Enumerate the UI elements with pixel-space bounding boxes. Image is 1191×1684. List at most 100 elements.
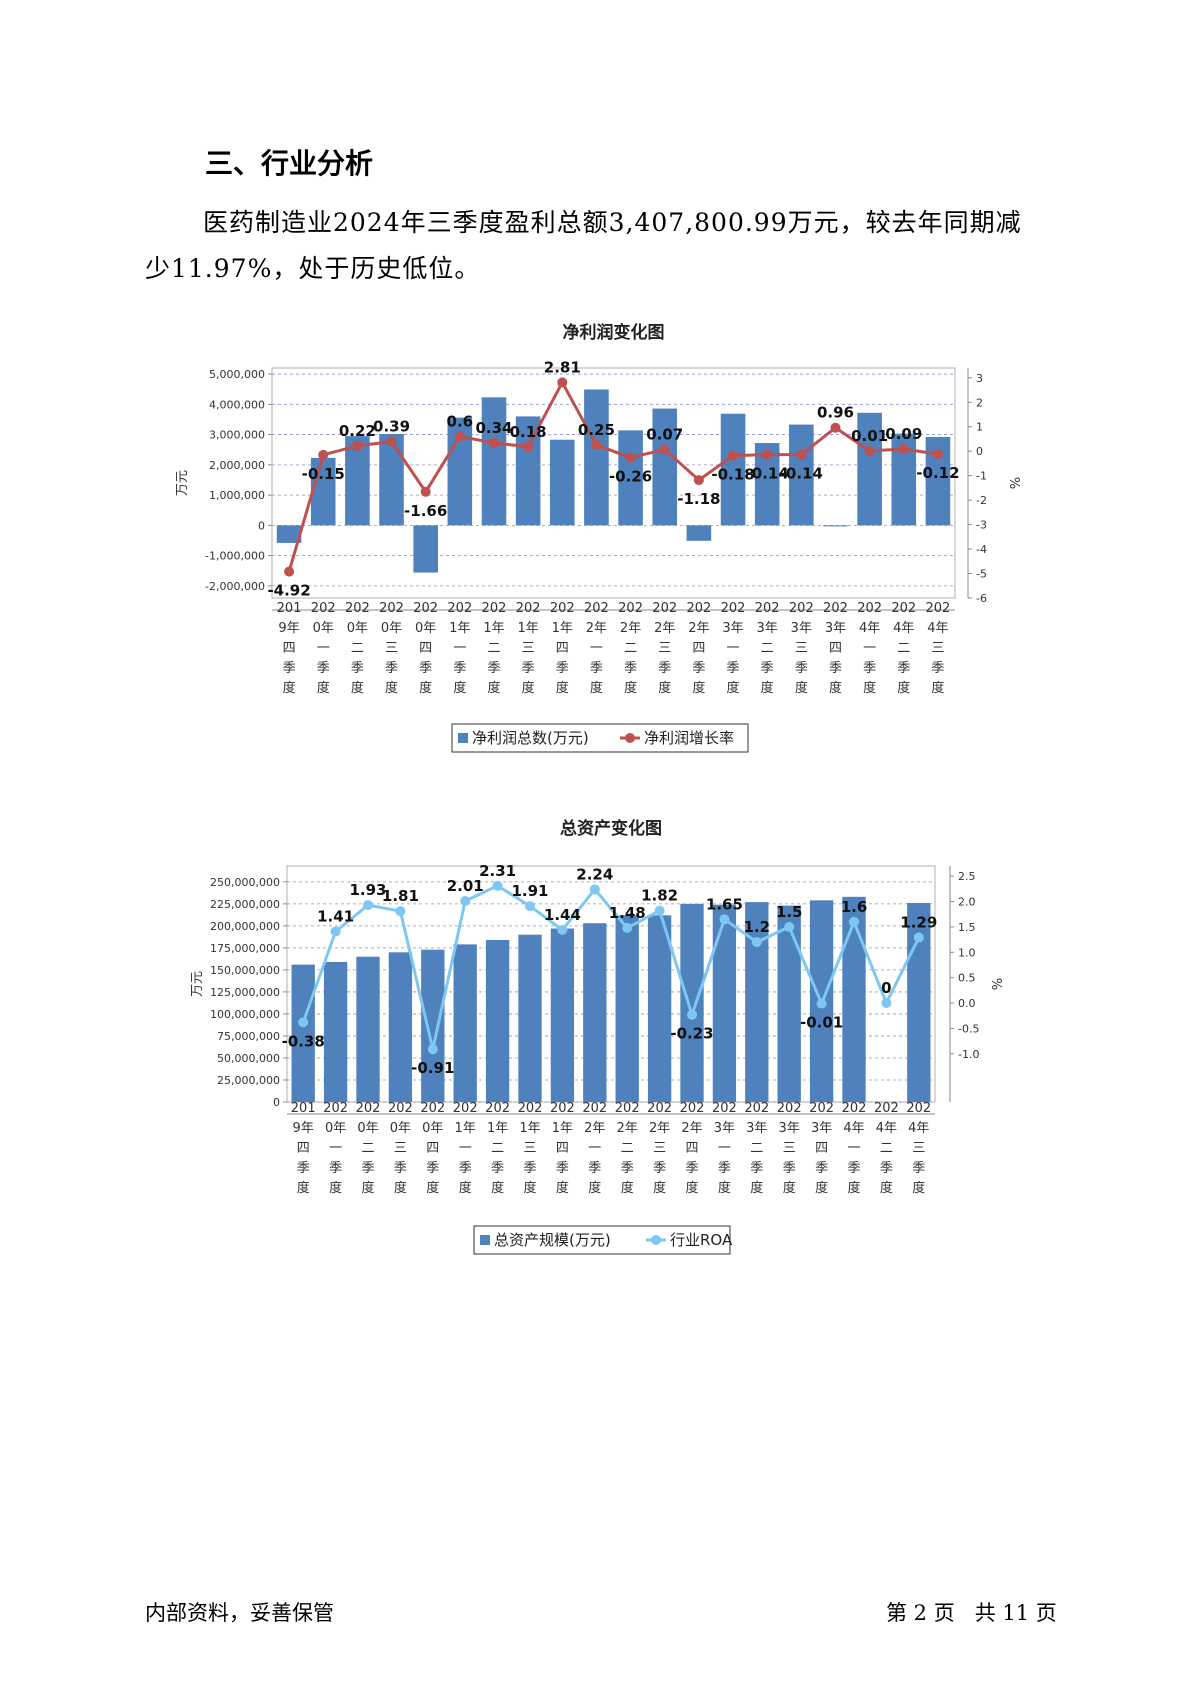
line-point <box>719 914 730 925</box>
line-point <box>728 450 739 461</box>
right-tick-label: -0.5 <box>958 1022 979 1035</box>
x-tick-label: 202 1年二季度 <box>485 1101 510 1196</box>
x-tick-label: 202 0年一季度 <box>323 1101 348 1196</box>
x-tick-label: 202 3年二季度 <box>755 601 780 696</box>
x-tick-label: 201 9年四季度 <box>277 601 302 696</box>
legend-box <box>451 723 749 753</box>
x-tick-label: 202 1年一季度 <box>453 1101 478 1196</box>
bar <box>485 939 510 1102</box>
bar <box>777 905 801 1102</box>
total-assets-chart-svg: 总资产变化图 250,000,000 225,000,000 200,000,000 1… <box>190 818 1003 1255</box>
legend-box <box>473 1225 731 1255</box>
bar <box>388 952 413 1102</box>
right-tick-label: -1 <box>976 470 987 483</box>
bar <box>550 928 575 1102</box>
bar <box>618 430 643 526</box>
bar <box>356 956 380 1102</box>
bar <box>421 949 445 1102</box>
line-point <box>557 377 568 388</box>
line-series <box>287 379 939 572</box>
line-point <box>523 441 534 452</box>
bar <box>745 902 769 1102</box>
x-tick-label: 202 4年二季度 <box>874 1101 899 1196</box>
right-tick-label: 2.5 <box>958 870 976 883</box>
total-assets-chart: 总资产变化图 250,000,000 225,000,000 200,000,000 1… <box>0 812 1191 1272</box>
x-tick-label: 202 2年二季度 <box>618 601 643 696</box>
line-point <box>830 422 841 433</box>
x-tick-label: 202 1年四季度 <box>550 1101 575 1196</box>
legend-line-label: 净利润增长率 <box>644 729 734 747</box>
x-tick-label: 202 1年一季度 <box>447 601 472 696</box>
left-tick-label: 175,000,000 <box>210 942 280 955</box>
data-label: -0.38 <box>282 1032 325 1050</box>
x-tick-label: 202 3年三季度 <box>777 1101 802 1196</box>
line-point <box>386 436 397 447</box>
legend-line-marker <box>625 733 635 743</box>
x-tick-label: 202 1年二季度 <box>482 601 507 696</box>
x-tick-label: 202 2年四季度 <box>680 1101 705 1196</box>
data-label: 1.6 <box>841 898 868 916</box>
footer-confidential-note: 内部资料，妥善保管 <box>145 1601 334 1625</box>
left-tick-label: 25,000,000 <box>217 1074 280 1087</box>
right-tick-label: -3 <box>976 519 987 532</box>
data-label: 1.91 <box>511 882 548 900</box>
data-label: -0.26 <box>609 468 652 486</box>
data-label: 1.2 <box>744 918 771 936</box>
legend-line-label: 行业ROA <box>670 1231 733 1249</box>
left-tick-label: 2,000,000 <box>209 459 265 472</box>
bar <box>549 439 575 526</box>
x-tick-label: 202 2年三季度 <box>652 601 677 696</box>
line-point <box>492 880 503 891</box>
x-tick-label: 202 2年二季度 <box>615 1101 640 1196</box>
x-tick-label: 202 4年一季度 <box>857 601 882 696</box>
x-tick-label: 202 4年一季度 <box>842 1101 867 1196</box>
legend-bar-swatch <box>480 1235 490 1245</box>
bar <box>823 525 848 527</box>
data-label: -0.91 <box>411 1059 454 1077</box>
data-label: 0.34 <box>475 419 512 437</box>
line-point <box>488 437 499 448</box>
left-tick-label: 100,000,000 <box>210 1008 280 1021</box>
right-tick-label: -6 <box>976 592 987 605</box>
line-point <box>454 431 465 442</box>
bar <box>712 904 737 1102</box>
x-tick-label: 202 1年三季度 <box>516 601 541 696</box>
bar <box>518 934 542 1102</box>
bar <box>323 961 348 1102</box>
left-tick-label: 225,000,000 <box>210 898 280 911</box>
data-label: -0.23 <box>670 1025 713 1043</box>
x-tick-label: 202 0年四季度 <box>413 601 438 696</box>
line-point <box>659 444 670 455</box>
x-tick-label: 202 2年一季度 <box>582 1101 607 1196</box>
x-tick-label: 202 1年三季度 <box>518 1101 543 1196</box>
x-tick-label: 202 0年二季度 <box>345 601 370 696</box>
line-point <box>849 916 859 927</box>
left-tick-label: 3,000,000 <box>209 429 265 442</box>
chart-title: 总资产变化图 <box>560 818 662 839</box>
line-point <box>363 900 373 911</box>
right-tick-label: 2 <box>976 396 983 409</box>
left-tick-label: 200,000,000 <box>210 920 280 933</box>
line-point <box>913 932 924 943</box>
bar <box>857 412 882 526</box>
line-point <box>687 1009 697 1020</box>
line-point <box>881 998 892 1009</box>
left-axis-label: 万元 <box>175 470 190 496</box>
line-point <box>352 440 363 451</box>
x-tick-label: 202 3年一季度 <box>721 601 746 696</box>
line-point <box>622 922 633 933</box>
line-point <box>298 1017 309 1028</box>
right-tick-label: 2.0 <box>958 896 976 909</box>
x-tick-label: 202 3年四季度 <box>809 1101 834 1196</box>
data-label: 0.18 <box>510 423 547 441</box>
bar <box>413 525 438 573</box>
line-point <box>654 905 665 916</box>
data-label: -0.01 <box>800 1014 843 1032</box>
x-tick-label: 202 0年二季度 <box>356 1101 381 1196</box>
bar <box>842 896 866 1102</box>
line-point <box>625 452 636 463</box>
data-label: 1.93 <box>349 881 386 899</box>
x-tick-label: 202 3年二季度 <box>744 1101 769 1196</box>
legend-bar-swatch <box>458 733 468 743</box>
bar <box>345 436 370 526</box>
